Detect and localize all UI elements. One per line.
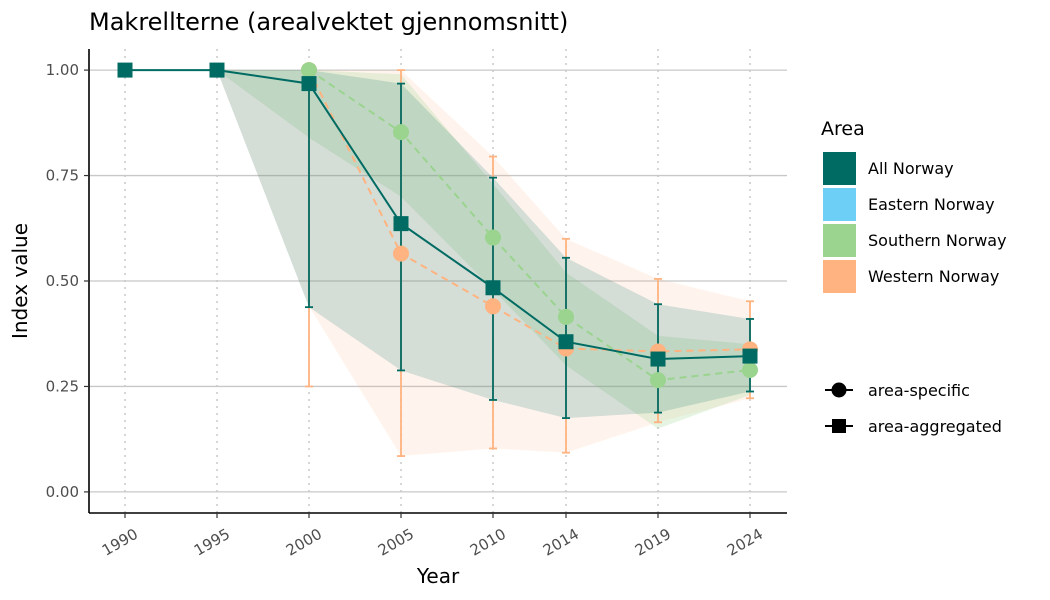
- southern-ci-band: [217, 70, 750, 429]
- legend-area-swatch: [823, 224, 856, 257]
- x-tick-label: 2000: [283, 525, 325, 560]
- chart-title: Makrellterne (arealvektet gjennomsnitt): [89, 8, 568, 36]
- legend-shape-key: [825, 419, 853, 433]
- x-tick-label: 2014: [540, 525, 582, 560]
- legend-area: Area All Norway Eastern Norway Southern No…: [821, 118, 1007, 293]
- southern-point: [650, 372, 666, 389]
- x-tick-label: 1995: [191, 525, 233, 560]
- legend-area-label: Western Norway: [868, 267, 999, 286]
- legend-area-label: Southern Norway: [868, 231, 1007, 250]
- legend-area-label: All Norway: [868, 159, 954, 178]
- legend-shape-label: area-specific: [868, 381, 970, 400]
- all-series-line: [125, 69, 751, 361]
- legend-area-label: Eastern Norway: [868, 195, 995, 214]
- confidence-bands: [217, 70, 750, 457]
- x-tick-label: 2024: [724, 525, 766, 560]
- x-tick-label: 2010: [467, 525, 509, 560]
- y-tick-labels: 0.00 0.25 0.50 0.75 1.00: [46, 61, 89, 501]
- y-tick-label: 0.75: [46, 167, 79, 185]
- x-axis-title: Year: [416, 564, 460, 588]
- all-ci-band: [217, 70, 750, 419]
- grid: [89, 49, 787, 513]
- all-point: [301, 76, 317, 92]
- southern-point: [558, 308, 574, 325]
- legend-area-swatch: [823, 188, 856, 221]
- southern-point: [393, 124, 409, 141]
- western-ci-band: [217, 70, 750, 457]
- series-points: [117, 62, 758, 389]
- all-point: [742, 348, 758, 364]
- southern-series-line: [308, 69, 751, 382]
- all-point: [209, 62, 225, 78]
- legend-shape: area-specific area-aggregated: [825, 381, 1002, 436]
- all-point: [558, 334, 574, 350]
- southern-point: [301, 62, 317, 79]
- southern-point: [742, 362, 758, 379]
- western-point: [485, 298, 501, 315]
- series-lines: [125, 69, 751, 382]
- y-tick-label: 0.00: [46, 483, 79, 501]
- x-tick-label: 1990: [99, 525, 141, 560]
- legend-shape-label: area-aggregated: [868, 417, 1002, 436]
- legend-shape-key: [825, 382, 853, 398]
- all-point: [485, 280, 501, 296]
- y-axis-title: Index value: [8, 223, 32, 339]
- western-point: [393, 245, 409, 262]
- y-tick-label: 0.50: [46, 272, 79, 290]
- southern-point: [485, 229, 501, 246]
- all-point: [393, 216, 409, 232]
- y-tick-label: 1.00: [46, 61, 79, 79]
- western-series-line: [308, 69, 751, 353]
- legend-area-swatch: [823, 152, 856, 185]
- legend-area-swatch: [823, 260, 856, 293]
- all-point: [650, 351, 666, 367]
- x-tick-label: 2005: [375, 525, 417, 560]
- x-tick-label: 2019: [632, 525, 674, 560]
- legend-area-title: Area: [821, 118, 865, 140]
- y-tick-label: 0.25: [46, 377, 79, 395]
- x-tick-labels: 1990 1995 2000 2005 2010 2014 2019 2024: [99, 513, 766, 560]
- all-point: [117, 62, 133, 78]
